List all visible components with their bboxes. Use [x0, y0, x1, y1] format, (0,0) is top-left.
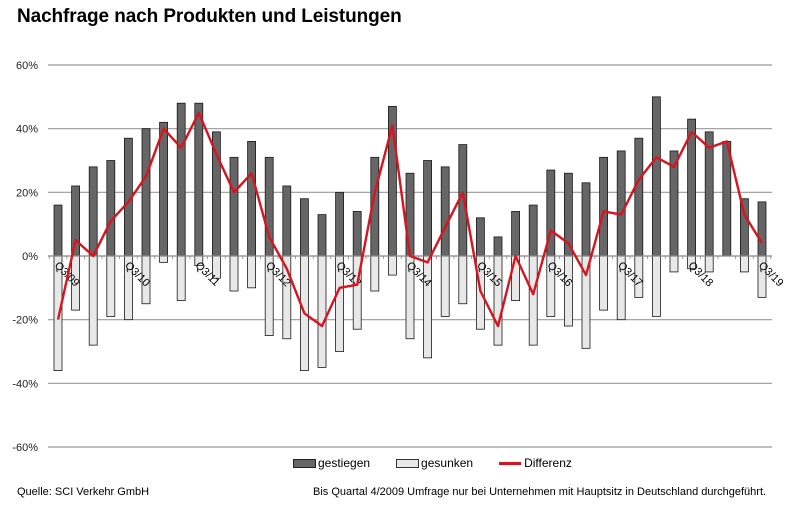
bar-gestiegen: [511, 211, 521, 257]
legend-label-gestiegen: gestiegen: [318, 456, 371, 470]
bar-gesunken: [528, 255, 538, 346]
bar-gestiegen: [493, 236, 503, 257]
bar-gestiegen: [176, 102, 186, 257]
bar-gesunken: [652, 255, 661, 317]
y-tick-label: 0%: [22, 251, 38, 263]
bar-gesunken: [740, 255, 749, 273]
differenz-line-group: [56, 111, 764, 328]
legend-item-gestiegen: gestiegen: [293, 456, 370, 470]
bar-gestiegen: [581, 182, 591, 257]
bar-gestiegen: [88, 166, 98, 257]
legend-swatch-gesunken: [396, 458, 420, 468]
bar-gestiegen: [352, 211, 362, 257]
bar-gestiegen: [616, 150, 626, 257]
y-tick-label: 60%: [16, 60, 38, 72]
bar-gesunken: [247, 255, 257, 289]
legend: gestiegen gesunken Differenz: [293, 456, 598, 470]
y-tick-label: -40%: [12, 378, 38, 390]
y-tick-label: -20%: [12, 315, 38, 327]
bar-gesunken: [88, 255, 98, 346]
bar-gestiegen: [528, 204, 538, 257]
bar-gesunken: [704, 255, 714, 273]
bar-gesunken: [458, 255, 468, 305]
y-tick-label: 20%: [16, 187, 38, 199]
bar-gesunken: [317, 255, 327, 368]
bar-gesunken: [370, 255, 380, 292]
bar-gestiegen: [141, 128, 151, 257]
bar-gestiegen: [704, 131, 714, 257]
bar-gestiegen: [722, 140, 732, 257]
bar-gestiegen: [194, 102, 204, 257]
bar-gesunken: [229, 255, 239, 292]
bar-gestiegen: [106, 160, 116, 257]
source-note: Quelle: SCI Verkehr GmbH: [17, 486, 150, 498]
bar-gesunken: [106, 255, 116, 317]
bar-gestiegen: [423, 160, 433, 257]
legend-swatch-gestiegen: [293, 458, 316, 468]
bar-gesunken: [564, 255, 573, 327]
survey-note: Bis Quartal 4/2009 Umfrage nur bei Unter…: [313, 486, 767, 498]
bar-gesunken: [599, 255, 608, 311]
bar-gesunken: [669, 255, 679, 273]
y-tick-label: -60%: [12, 442, 38, 454]
bar-gestiegen: [317, 214, 327, 257]
legend-item-gesunken: gesunken: [396, 456, 473, 470]
bar-gesunken: [159, 255, 169, 263]
bar-gestiegen: [159, 121, 169, 257]
bar-gesunken: [493, 255, 503, 346]
bar-gestiegen: [282, 185, 292, 257]
bar-gestiegen: [299, 198, 309, 257]
legend-label-gesunken: gesunken: [421, 456, 474, 470]
bar-gestiegen: [652, 96, 661, 257]
bar-gestiegen: [335, 191, 345, 257]
legend-swatch-differenz: [499, 461, 522, 465]
legend-item-differenz: Differenz: [499, 456, 572, 470]
chart-title: Nachfrage nach Produkten und Leistungen: [17, 6, 402, 27]
bar-gestiegen: [634, 137, 644, 257]
y-axis-ticks: 60% 40% 20% 0% -20% -40% -60%: [12, 60, 38, 454]
y-tick-label: 40%: [16, 124, 38, 136]
bar-gesunken: [440, 255, 450, 317]
legend-label-differenz: Differenz: [524, 456, 572, 470]
bar-gestiegen: [229, 156, 239, 257]
bar-gestiegen: [599, 156, 608, 257]
bar-gestiegen: [53, 204, 63, 257]
bar-gestiegen: [475, 217, 485, 257]
bar-gesunken: [176, 255, 186, 301]
bar-gestiegen: [247, 140, 257, 257]
bar-gestiegen: [440, 166, 450, 257]
bar-gestiegen: [757, 201, 767, 257]
bar-gesunken: [387, 255, 397, 276]
